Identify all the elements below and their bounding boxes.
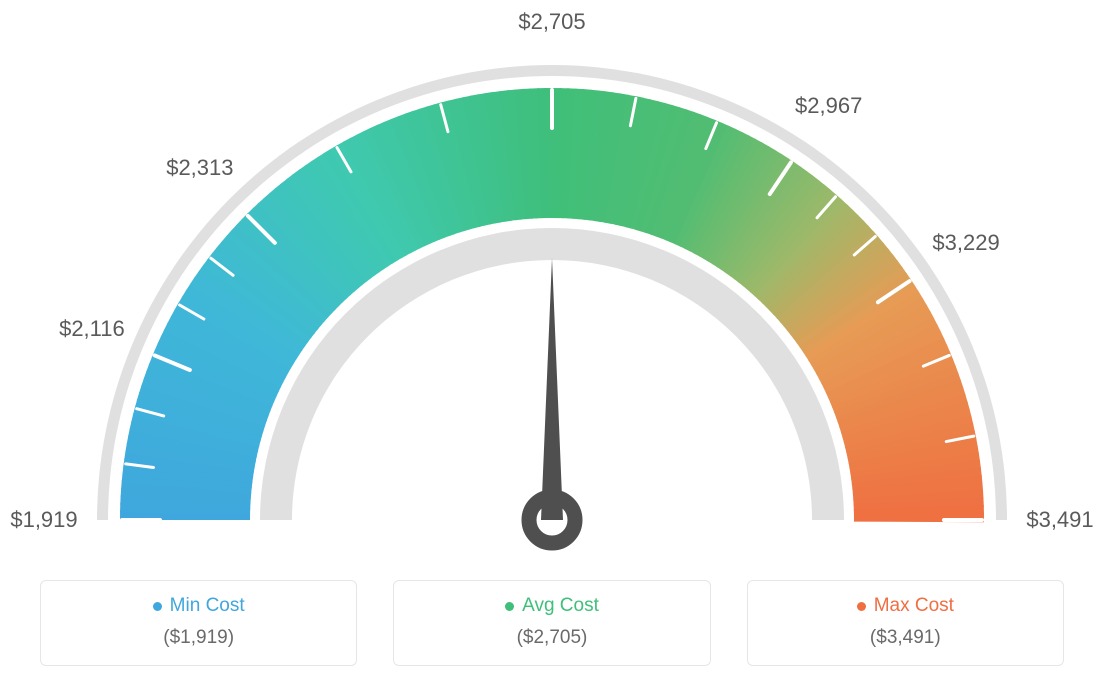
gauge-tick-label: $2,705 bbox=[518, 9, 585, 35]
legend-title-max: Max Cost bbox=[857, 595, 954, 617]
legend-dot-avg bbox=[505, 602, 514, 611]
legend-label-min: Min Cost bbox=[170, 595, 245, 617]
legend-card-max: Max Cost ($3,491) bbox=[747, 580, 1064, 666]
gauge-svg bbox=[0, 0, 1104, 560]
legend-card-min: Min Cost ($1,919) bbox=[40, 580, 357, 666]
legend-row: Min Cost ($1,919) Avg Cost ($2,705) Max … bbox=[0, 580, 1104, 666]
legend-title-avg: Avg Cost bbox=[505, 595, 599, 617]
legend-value-min: ($1,919) bbox=[41, 627, 356, 649]
legend-dot-max bbox=[857, 602, 866, 611]
gauge-tick-label: $3,491 bbox=[1026, 507, 1093, 533]
gauge-tick-label: $2,116 bbox=[59, 316, 125, 342]
gauge-tick-label: $1,919 bbox=[10, 507, 77, 533]
gauge-tick-label: $3,229 bbox=[932, 230, 999, 256]
cost-gauge: $1,919 $2,116 $2,313 $2,705 $2,967 $3,229 $3,4… bbox=[0, 0, 1104, 560]
legend-label-avg: Avg Cost bbox=[522, 595, 599, 617]
legend-title-min: Min Cost bbox=[153, 595, 245, 617]
legend-card-avg: Avg Cost ($2,705) bbox=[393, 580, 710, 666]
gauge-tick-label: $2,313 bbox=[166, 155, 233, 181]
legend-label-max: Max Cost bbox=[874, 595, 954, 617]
gauge-tick-label: $2,967 bbox=[795, 93, 862, 119]
legend-value-max: ($3,491) bbox=[748, 627, 1063, 649]
legend-value-avg: ($2,705) bbox=[394, 627, 709, 649]
legend-dot-min bbox=[153, 602, 162, 611]
